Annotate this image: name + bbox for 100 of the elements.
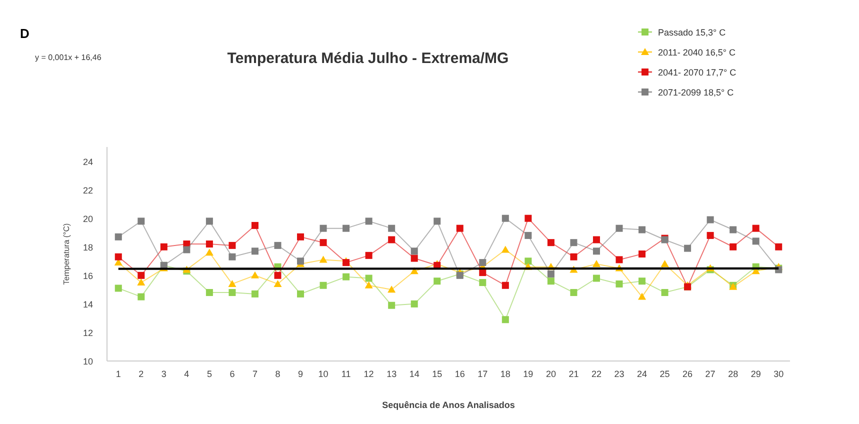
y-tick-label: 12 [82, 328, 93, 338]
point [502, 214, 509, 222]
point [592, 236, 600, 244]
point [706, 216, 714, 224]
legend-label: 2071-2099 18,5° C [658, 88, 734, 98]
point [183, 246, 190, 254]
x-tick-label: 2 [138, 369, 144, 379]
point [730, 226, 737, 234]
point [592, 260, 600, 267]
x-tick-label: 8 [275, 369, 280, 379]
point [251, 248, 258, 255]
point [410, 248, 418, 255]
point [228, 289, 236, 296]
point [752, 238, 760, 245]
point [228, 242, 236, 249]
point [250, 271, 259, 278]
point [320, 224, 327, 232]
point [706, 232, 714, 239]
point [320, 282, 327, 289]
point [138, 218, 145, 225]
point [297, 233, 304, 240]
point [502, 282, 509, 289]
point [570, 253, 578, 260]
point [616, 256, 623, 264]
y-tick-label: 14 [82, 299, 93, 310]
point [388, 236, 396, 244]
point [730, 243, 737, 250]
x-tick-label: 14 [409, 369, 420, 379]
point [138, 272, 145, 279]
point [434, 218, 441, 225]
y-tick-label: 20 [82, 214, 93, 224]
x-tick-label: 6 [230, 369, 235, 379]
point [638, 226, 646, 234]
point [342, 273, 350, 280]
x-tick-label: 1 [116, 369, 121, 379]
y-tick-label: 16 [82, 270, 93, 281]
text: D [20, 26, 30, 41]
point [251, 290, 258, 298]
point [616, 280, 623, 288]
x-tick-label: 4 [184, 369, 190, 379]
point [114, 253, 122, 260]
point [388, 286, 396, 293]
x-axis-title: Sequência de Anos Analisados [382, 400, 515, 410]
point [138, 293, 145, 300]
legend-label: Passado 15,3° C [658, 28, 726, 38]
point [775, 243, 782, 250]
point [388, 224, 396, 232]
point [638, 278, 646, 285]
point [752, 224, 760, 232]
x-tick-label: 7 [252, 369, 258, 379]
x-tick-label: 11 [341, 369, 351, 379]
y-axis-title: Temperatura (°C) [62, 222, 71, 285]
point [206, 289, 213, 296]
x-tick-label: 13 [386, 369, 397, 379]
x-tick-label: 15 [432, 369, 442, 379]
point [434, 278, 441, 285]
point [365, 218, 372, 225]
chart-title: Temperatura Média Julho - Extrema/MG [227, 50, 509, 67]
point [524, 214, 532, 222]
point [616, 224, 623, 232]
point [297, 290, 304, 298]
x-tick-label: 16 [454, 369, 465, 379]
x-tick-label: 23 [614, 369, 624, 379]
point [410, 300, 418, 308]
x-tick-label: 9 [298, 369, 304, 379]
point [206, 240, 213, 248]
point [319, 256, 328, 263]
x-tick-label: 22 [591, 369, 602, 379]
point [570, 289, 578, 296]
legend-label: 2041- 2070 17,7° C [658, 68, 737, 78]
x-tick-label: 21 [568, 369, 579, 379]
x-tick-label: 26 [682, 369, 693, 379]
y-tick-label: 24 [82, 156, 93, 167]
x-tick-label: 3 [161, 369, 166, 379]
point [228, 253, 236, 260]
point [137, 278, 146, 286]
point [547, 239, 554, 246]
text: y = 0,001x + 16,46 [35, 53, 102, 62]
point [592, 248, 600, 255]
point [114, 233, 122, 240]
point [320, 239, 327, 246]
point [205, 248, 214, 256]
point [274, 272, 282, 279]
point [502, 316, 509, 324]
x-tick-label: 28 [728, 369, 738, 379]
point [228, 280, 236, 287]
point [365, 252, 372, 259]
point [638, 250, 646, 258]
x-tick-label: 10 [318, 369, 328, 379]
point [524, 258, 532, 265]
point [547, 270, 554, 278]
point [524, 232, 532, 239]
x-tick-label: 27 [705, 369, 716, 379]
point [274, 242, 282, 249]
point [410, 254, 418, 262]
point [160, 243, 168, 250]
x-tick-label: 30 [774, 369, 784, 379]
point [456, 224, 464, 232]
x-tick-label: 17 [478, 369, 488, 379]
x-tick-label: 19 [523, 369, 534, 379]
